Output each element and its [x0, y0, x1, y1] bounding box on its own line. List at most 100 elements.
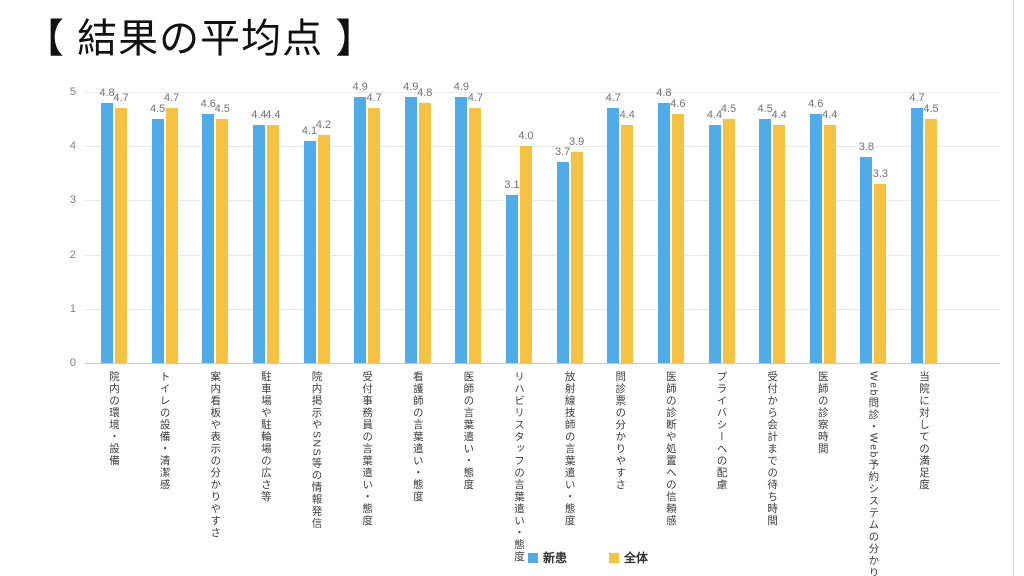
- bar-value-label: 4.4: [822, 108, 838, 121]
- bar-value-label: 3.3: [872, 168, 889, 181]
- y-tick-label-2: 2: [69, 248, 76, 261]
- gridline-5: [85, 92, 1000, 93]
- bar-value-label: 4.2: [315, 119, 332, 132]
- bar-新患-12: [708, 124, 721, 363]
- bar-value-label: 3.8: [858, 141, 875, 154]
- bar-value-label: 4.7: [163, 92, 180, 105]
- legend-item-shinkan: 新患: [528, 549, 567, 566]
- category-label-0: 院内の環境・設備: [108, 371, 120, 467]
- bar-新患-14: [809, 113, 822, 363]
- category-label-1: トイレの設備・清潔感: [158, 371, 171, 491]
- bar-value-label: 4.6: [808, 97, 824, 110]
- category-label-14: 医師の診察時間: [816, 371, 829, 455]
- bar-value-label: 4.7: [909, 92, 925, 105]
- bar-全体-15: [874, 184, 887, 363]
- bar-value-label: 4.9: [453, 81, 470, 94]
- chart-legend: 新患 全体: [528, 549, 648, 566]
- bar-value-label: 4.6: [200, 97, 216, 110]
- bar-value-label: 4.5: [214, 103, 230, 116]
- bar-全体-14: [823, 124, 836, 363]
- bar-新患-3: [252, 124, 265, 363]
- gridline-0: [85, 363, 1000, 364]
- bar-value-label: 4.5: [923, 103, 939, 116]
- bar-全体-8: [520, 146, 532, 363]
- bar-value-label: 4.4: [771, 108, 787, 121]
- bar-value-label: 4.9: [403, 81, 419, 94]
- bar-value-label: 3.9: [568, 135, 585, 148]
- bar-新患-7: [455, 97, 468, 363]
- bar-value-label: 4.4: [619, 108, 635, 121]
- bar-新患-6: [404, 97, 417, 363]
- bar-全体-12: [722, 119, 735, 363]
- bar-新患-9: [556, 162, 569, 363]
- category-label-4: 院内掲示やSNS等の情報発信: [310, 371, 323, 530]
- category-label-10: 問診票の分かりやすさ: [614, 371, 627, 491]
- category-label-2: 案内看板や表示の分かりやすさ: [209, 371, 222, 539]
- bar-value-label: 4.4: [265, 108, 281, 121]
- plot-area: 4.8 4.7 4.5 4.7 4.6 4.5 4.4 4.4 4.1 4.2 4.9 4.7 4.9 4…: [85, 81, 1000, 364]
- gridline-2: [85, 254, 1000, 256]
- bar-value-label: 4.7: [366, 92, 382, 105]
- category-label-16: 当院に対しての満足度: [918, 371, 930, 491]
- category-label-11: 医師の診断や処置への信頼感: [664, 371, 677, 527]
- bar-全体-16: [925, 119, 937, 363]
- bar-新患-15: [860, 157, 873, 363]
- bar-value-label: 3.1: [504, 178, 520, 191]
- bar-value-label: 4.8: [99, 86, 115, 99]
- y-tick-label-4: 4: [69, 140, 76, 153]
- bar-value-label: 4.6: [670, 97, 686, 110]
- bar-新患-8: [506, 194, 518, 363]
- bar-value-label: 4.8: [417, 86, 433, 99]
- bar-全体-9: [570, 151, 583, 363]
- bar-全体-2: [216, 119, 229, 363]
- gridline-1: [85, 308, 1000, 310]
- bar-全体-4: [317, 135, 330, 363]
- bar-value-label: 4.8: [656, 86, 672, 99]
- bar-全体-6: [418, 102, 431, 363]
- bar-value-label: 4.7: [467, 92, 484, 105]
- category-label-13: 受付から会計までの待ち時間: [766, 371, 779, 527]
- bar-value-label: 4.0: [518, 130, 534, 143]
- bar-新患-5: [354, 97, 367, 363]
- category-label-5: 受付事務員の言葉遣い・態度: [361, 371, 374, 527]
- y-tick-label-3: 3: [69, 194, 76, 207]
- bar-value-label: 4.5: [149, 103, 166, 116]
- bar-value-label: 4.5: [757, 103, 773, 116]
- page-title: 【 結果の平均点 】: [24, 17, 377, 61]
- bar-新患-10: [607, 108, 620, 363]
- bar-全体-3: [266, 124, 279, 363]
- y-tick-label-5: 5: [69, 86, 76, 98]
- bar-value-label: 4.1: [301, 124, 318, 137]
- bar-新患-11: [657, 102, 670, 363]
- y-tick-label-0: 0: [69, 357, 76, 369]
- bar-value-label: 4.9: [352, 81, 368, 94]
- bar-新患-1: [151, 119, 164, 363]
- category-label-7: 医師の言葉遣い・態度: [462, 371, 475, 491]
- bar-全体-11: [671, 113, 684, 363]
- legend-label-shinkan: 新患: [543, 551, 568, 565]
- legend-swatch-shinkan: [528, 552, 538, 563]
- window-right-edge: [1013, 0, 1014, 576]
- category-label-6: 看護師の言葉遣い・態度: [411, 371, 424, 503]
- bar-value-label: 4.5: [720, 103, 737, 116]
- legend-swatch-zentai: [609, 552, 620, 563]
- legend-label-zentai: 全体: [624, 551, 649, 565]
- category-label-15: Web問診・Web予約システムの分かりやすさ: [867, 371, 880, 576]
- bar-value-label: 4.7: [113, 92, 129, 105]
- bar-全体-0: [115, 108, 127, 363]
- bar-全体-13: [773, 124, 786, 363]
- bar-全体-10: [621, 124, 634, 363]
- legend-item-zentai: 全体: [609, 549, 648, 566]
- category-label-3: 駐車場や駐輪場の広さ等: [259, 371, 272, 503]
- gridline-4: [85, 146, 1000, 148]
- bar-新患-2: [202, 113, 215, 363]
- x-axis-labels: 院内の環境・設備 トイレの設備・清潔感 案内看板や表示の分かりやすさ 駐車場や駐輪場の…: [85, 371, 1000, 576]
- gridline-3: [85, 200, 1000, 202]
- y-tick-label-1: 1: [69, 302, 76, 315]
- category-label-12: プライバシーへの配慮: [715, 371, 728, 491]
- bar-新患-0: [101, 102, 113, 363]
- bar-全体-7: [469, 108, 482, 363]
- bar-value-label: 4.4: [251, 108, 267, 121]
